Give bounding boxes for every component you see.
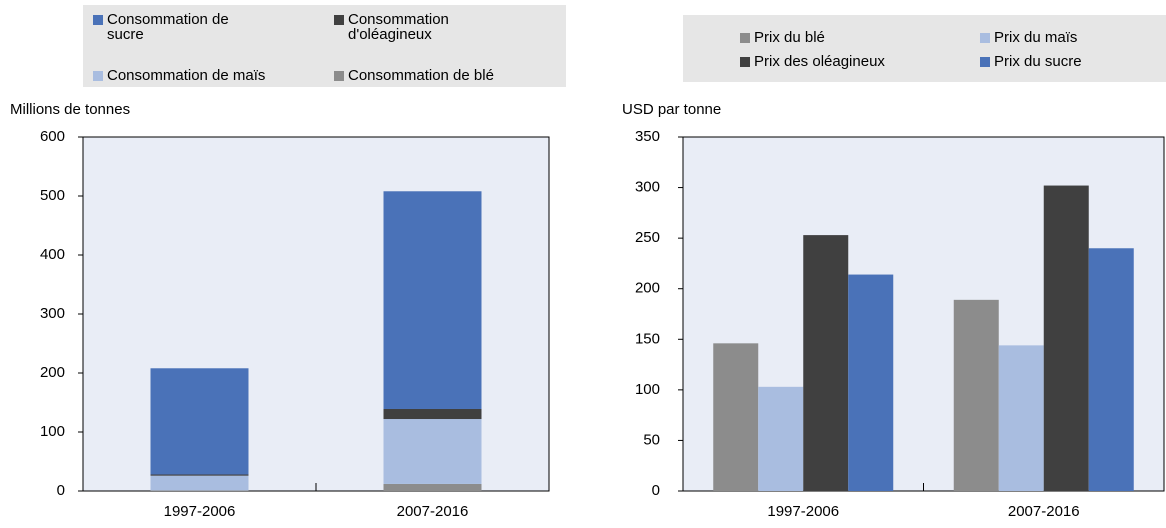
bar-segment — [150, 490, 249, 491]
y-axis-label: USD par tonne — [622, 101, 721, 118]
bar-segment — [150, 368, 249, 475]
x-tick-label: 2007-2016 — [397, 503, 469, 520]
legend-item: Consommation de maïs — [91, 68, 265, 83]
legend-label: Prix des oléagineux — [754, 53, 885, 70]
bar — [848, 274, 894, 491]
legend-label: Prix du sucre — [994, 53, 1082, 70]
y-tick-label: 400 — [40, 246, 65, 263]
bar — [998, 345, 1044, 491]
legend-swatch — [980, 33, 990, 43]
legend-label: Consommation de blé — [348, 67, 494, 84]
y-tick-label: 350 — [635, 128, 660, 145]
bar-segment — [150, 474, 249, 476]
bar-segment — [383, 483, 482, 491]
legend-label: Consommation de maïs — [107, 67, 266, 84]
legend-swatch — [740, 33, 750, 43]
bar — [953, 299, 999, 491]
y-tick-label: 100 — [40, 423, 65, 440]
legend-swatch — [93, 71, 103, 81]
y-tick-label: 200 — [635, 280, 660, 297]
x-tick-label: 2007-2016 — [1008, 503, 1080, 520]
legend-label: Prix du blé — [754, 29, 825, 46]
bar — [1043, 185, 1089, 491]
y-tick-label: 150 — [635, 330, 660, 347]
y-tick-label: 600 — [40, 128, 65, 145]
y-tick-label: 250 — [635, 229, 660, 246]
legend-item: Prix du maïs — [978, 30, 1077, 45]
legend-item: Prix des oléagineux — [738, 54, 885, 69]
y-tick-label: 300 — [40, 305, 65, 322]
bar-segment — [150, 475, 249, 491]
x-tick-label: 1997-2006 — [164, 503, 236, 520]
legend-swatch — [334, 71, 344, 81]
x-tick-label: 1997-2006 — [767, 503, 839, 520]
bar-segment — [383, 408, 482, 420]
legend-swatch — [93, 15, 103, 25]
legend-box — [683, 15, 1166, 82]
bar — [803, 235, 849, 491]
legend-item: Prix du sucre — [978, 54, 1082, 69]
legend-swatch — [980, 57, 990, 67]
legend-swatch — [740, 57, 750, 67]
bar-segment — [383, 191, 482, 409]
legend-item: Consommation d'oléagineux — [332, 12, 488, 42]
bar-segment — [383, 419, 482, 484]
y-tick-label: 0 — [652, 482, 660, 499]
legend-label: Prix du maïs — [994, 29, 1078, 46]
y-tick-label: 200 — [40, 364, 65, 381]
y-tick-label: 100 — [635, 381, 660, 398]
legend-box — [83, 5, 566, 87]
y-axis-label: Millions de tonnes — [10, 101, 130, 118]
bar — [713, 343, 759, 491]
y-tick-label: 300 — [635, 179, 660, 196]
y-tick-label: 0 — [57, 482, 65, 499]
bar — [758, 386, 804, 491]
legend-item: Prix du blé — [738, 30, 825, 45]
legend-item: Consommation de sucre — [91, 12, 247, 42]
bar — [1088, 248, 1134, 491]
y-tick-label: 50 — [643, 431, 660, 448]
legend-swatch — [334, 15, 344, 25]
legend-label: Consommation d'oléagineux — [348, 11, 449, 43]
y-tick-label: 500 — [40, 187, 65, 204]
legend-label: Consommation de sucre — [107, 11, 229, 43]
legend-item: Consommation de blé — [332, 68, 494, 83]
